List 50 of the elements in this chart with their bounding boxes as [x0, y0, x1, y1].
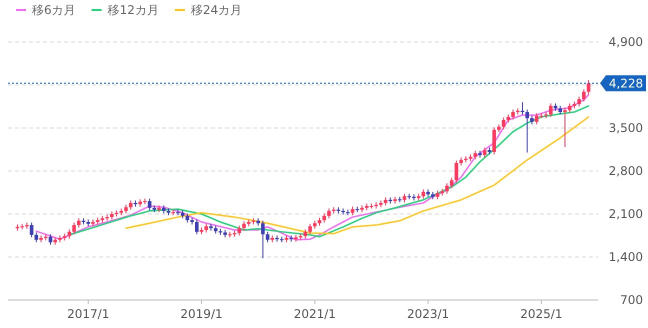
- candlestick: [549, 102, 553, 118]
- ref-line-label: 4,228: [608, 76, 644, 90]
- candlestick: [195, 219, 199, 235]
- candlestick: [128, 200, 133, 210]
- candlestick: [237, 225, 242, 236]
- y-tick-label: 2,800: [608, 164, 643, 178]
- candlestick: [34, 232, 38, 243]
- candlestick: [582, 88, 586, 102]
- y-tick-label: 2,100: [608, 207, 643, 221]
- candlestick: [68, 228, 72, 240]
- candlestick: [586, 80, 590, 95]
- candlestick: [407, 193, 411, 200]
- candlestick: [422, 188, 426, 200]
- x-tick-label: 2017/1: [67, 307, 110, 321]
- candlestick: [72, 222, 76, 235]
- x-tick-label: 2021/1: [294, 307, 336, 321]
- legend-label: 移12カ月: [108, 3, 159, 17]
- candlestick: [454, 160, 458, 184]
- legend-label: 移6カ月: [32, 3, 76, 17]
- y-tick-label: 1,400: [608, 250, 643, 264]
- y-tick-label: 4,900: [608, 35, 643, 49]
- candlestick: [525, 109, 529, 154]
- x-tick-label: 2019/1: [180, 307, 223, 321]
- candlestick: [492, 126, 496, 155]
- candlestick: [511, 109, 515, 120]
- candlestick: [577, 96, 581, 107]
- candlestick: [482, 147, 487, 158]
- candlestick: [304, 228, 308, 240]
- candlestick: [308, 223, 312, 235]
- candlestick: [502, 117, 506, 130]
- x-tick-label: 2023/1: [406, 307, 450, 321]
- candlestick: [563, 107, 567, 148]
- candlestick: [445, 182, 449, 194]
- candlestick: [450, 177, 454, 189]
- candlestick: [261, 220, 265, 259]
- x-tick-label: 2025/1: [520, 307, 562, 321]
- candlestick: [280, 236, 284, 243]
- candlestick: [327, 208, 331, 219]
- candlestick: [30, 222, 34, 238]
- candlestick: [242, 220, 246, 232]
- y-tick-label: 3,500: [608, 121, 643, 135]
- candlestick: [148, 198, 152, 211]
- candlestick: [322, 212, 326, 224]
- legend-label: 移24カ月: [190, 3, 242, 17]
- candlestick: [77, 218, 81, 228]
- candlestick: [266, 231, 270, 243]
- candlestick: [48, 234, 52, 246]
- y-tick-label: 700: [620, 293, 643, 307]
- candlestick: [186, 212, 190, 224]
- candlestick: [568, 102, 572, 114]
